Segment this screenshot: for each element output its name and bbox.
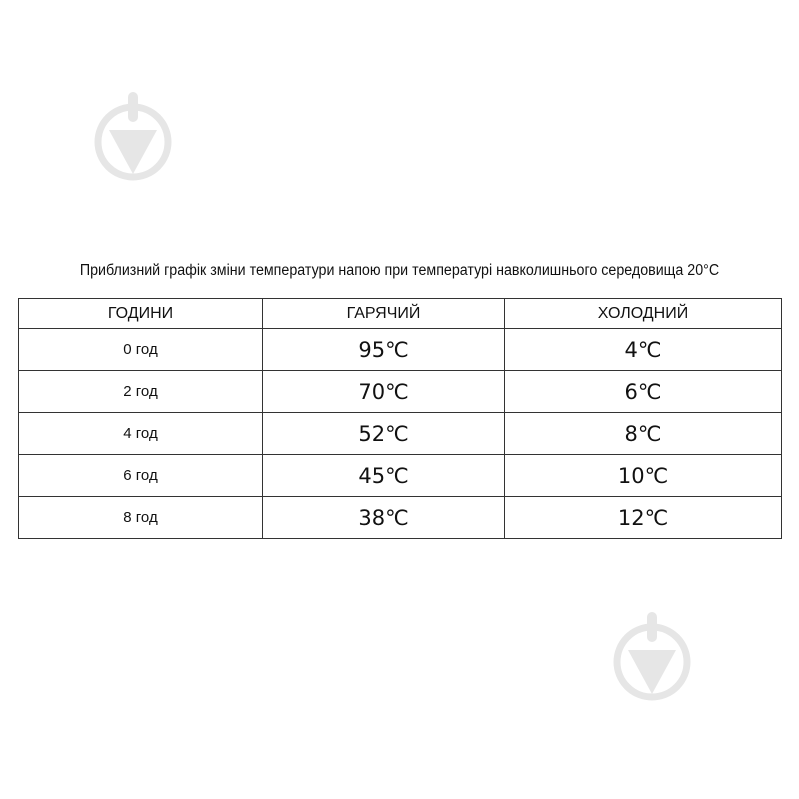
hot-cell: 38℃ — [262, 496, 505, 539]
hot-cell: 52℃ — [262, 412, 505, 455]
watermark-download-icon — [94, 92, 172, 181]
hours-cell: 0 год — [18, 328, 263, 371]
table-row: 4 год 52℃ 8℃ — [18, 412, 782, 455]
cold-cell: 12℃ — [504, 496, 782, 539]
hours-cell: 2 год — [18, 370, 263, 413]
cold-cell: 6℃ — [504, 370, 782, 413]
watermark-download-icon — [613, 612, 691, 701]
table-row: 0 год 95℃ 4℃ — [18, 328, 782, 371]
hours-cell: 8 год — [18, 496, 263, 539]
cold-cell: 8℃ — [504, 412, 782, 455]
header-hours: ГОДИНИ — [18, 298, 263, 329]
cold-cell: 4℃ — [504, 328, 782, 371]
hot-cell: 70℃ — [262, 370, 505, 413]
temperature-table: ГОДИНИ ГАРЯЧИЙ ХОЛОДНИЙ 0 год 95℃ 4℃ 2 г… — [18, 298, 782, 539]
table-header-row: ГОДИНИ ГАРЯЧИЙ ХОЛОДНИЙ — [18, 298, 782, 329]
table-caption: Приблизний графік зміни температури напо… — [79, 262, 720, 279]
hours-cell: 4 год — [18, 412, 263, 455]
table-row: 6 год 45℃ 10℃ — [18, 454, 782, 497]
table-row: 2 год 70℃ 6℃ — [18, 370, 782, 413]
hours-cell: 6 год — [18, 454, 263, 497]
table-row: 8 год 38℃ 12℃ — [18, 496, 782, 539]
header-cold: ХОЛОДНИЙ — [504, 298, 782, 329]
hot-cell: 45℃ — [262, 454, 505, 497]
cold-cell: 10℃ — [504, 454, 782, 497]
header-hot: ГАРЯЧИЙ — [262, 298, 505, 329]
hot-cell: 95℃ — [262, 328, 505, 371]
